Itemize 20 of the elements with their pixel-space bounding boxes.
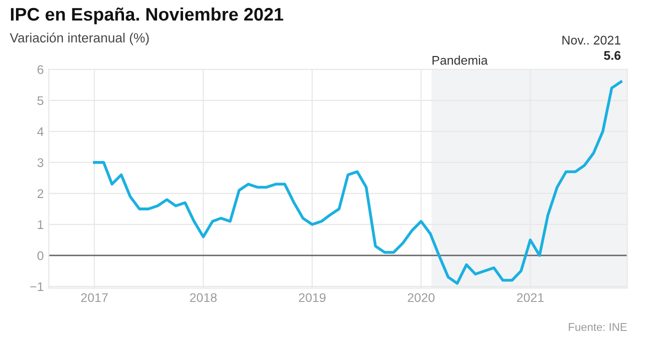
y-tick-label: 3 [37, 158, 44, 168]
chart-title: IPC en España. Noviembre 2021 [10, 7, 284, 24]
data-label: 5.6 [604, 51, 621, 60]
x-tick-label: 2017 [81, 293, 108, 302]
y-tick-label: −1 [30, 282, 44, 291]
x-tick-label: 2019 [298, 293, 326, 302]
y-tick-label: 5 [37, 96, 44, 106]
source-note: Fuente: INE [568, 323, 627, 331]
y-tick-label: 6 [38, 65, 44, 74]
x-tick-label: 2021 [517, 293, 544, 302]
x-tick-label: 2018 [190, 293, 217, 302]
annotation: Nov.. 2021 [562, 36, 620, 45]
chart-subtitle: Variación interanual (%) [10, 32, 149, 46]
y-tick-label: 0 [37, 251, 44, 260]
y-tick-label: 1 [38, 220, 44, 229]
y-tick-label: 4 [37, 127, 44, 136]
band-label: Pandemia [432, 56, 488, 65]
line-series [93, 80, 622, 285]
x-tick-label: 2020 [408, 293, 435, 302]
y-tick-label: 2 [38, 189, 44, 198]
